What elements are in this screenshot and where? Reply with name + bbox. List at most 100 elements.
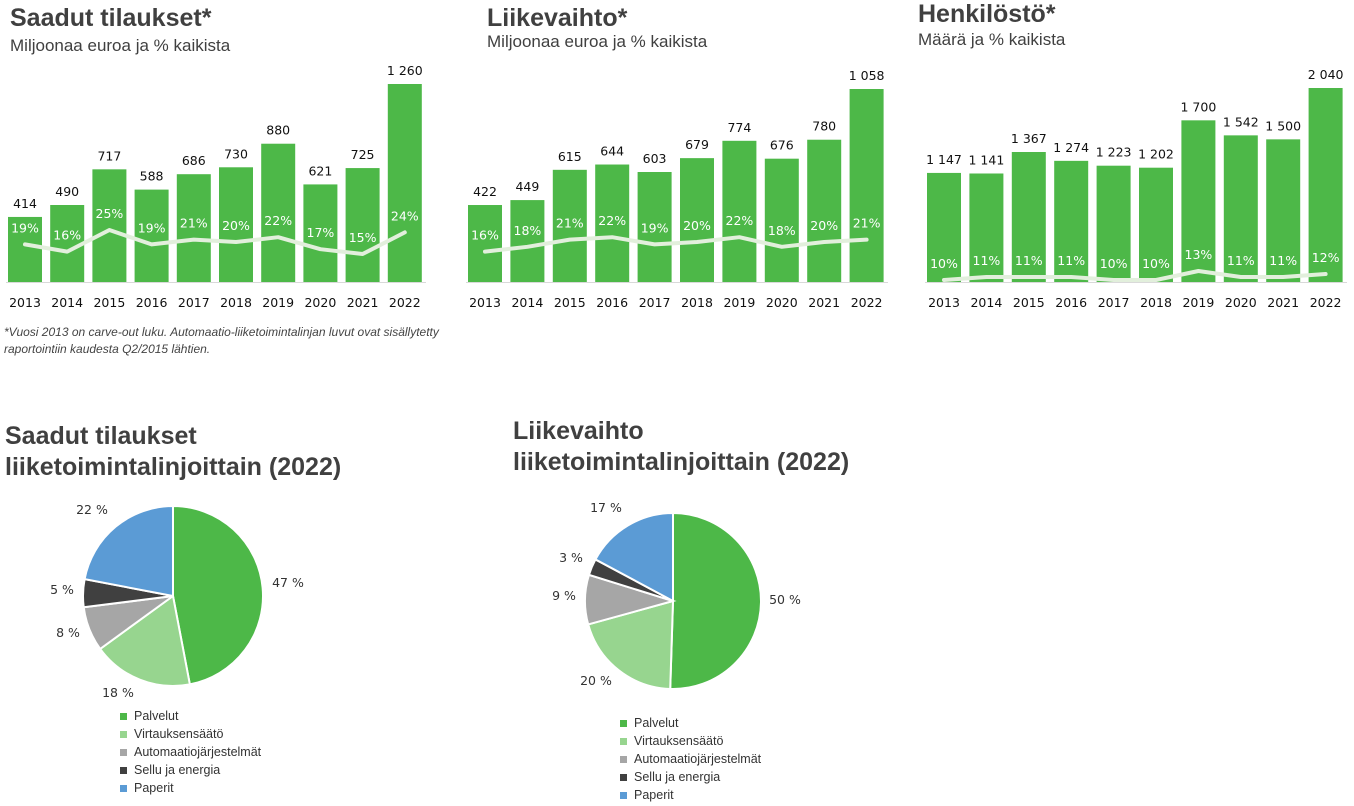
revenue-value-label: 603	[643, 151, 667, 166]
orders-share-label: 15%	[349, 230, 377, 245]
legend-swatch	[620, 737, 627, 745]
legend-label: Automaatiojärjestelmät	[634, 752, 762, 766]
staff-value-label: 1 700	[1181, 99, 1217, 114]
orders-tick-label: 2014	[51, 295, 83, 310]
staff-bar-2022	[1308, 88, 1343, 282]
staff-value-label: 1 223	[1096, 145, 1132, 160]
orders-bar-2019	[261, 143, 296, 282]
orders-pie-value-label: 8 %	[56, 625, 80, 640]
staff-tick-label: 2018	[1140, 295, 1172, 310]
staff-tick-label: 2022	[1310, 295, 1342, 310]
revenue-pie-value-label: 9 %	[552, 588, 576, 603]
legend-swatch	[120, 784, 127, 792]
revenue-share-label: 22%	[598, 213, 626, 228]
revenue-bars: 422 2013 449 2014 615 2015 644 2016 603 2017 679 20…	[466, 68, 888, 310]
legend-label: Virtauksensäätö	[134, 727, 224, 741]
revenue-tick-label: 2022	[851, 295, 883, 310]
orders-share-label: 22%	[264, 213, 292, 228]
revenue-pie-value-label: 3 %	[559, 550, 583, 565]
legend-item: Virtauksensäätö	[120, 725, 261, 743]
revenue-bar-2022	[849, 89, 884, 282]
orders-tick-label: 2022	[389, 295, 421, 310]
staff-tick-label: 2017	[1098, 295, 1130, 310]
orders-bar-2014	[50, 205, 85, 282]
orders-pie-title-line-2: liiketoimintalinjoittain (2022)	[5, 453, 342, 481]
revenue-tick-label: 2020	[766, 295, 798, 310]
legend-label: Palvelut	[134, 709, 179, 723]
revenue-tick-label: 2013	[469, 295, 501, 310]
revenue-bar-2015	[552, 169, 587, 282]
staff-value-label: 1 542	[1223, 114, 1259, 129]
legend-label: Virtauksensäätö	[634, 734, 724, 748]
orders-tick-label: 2016	[136, 295, 168, 310]
orders-footnote: *Vuosi 2013 on carve-out luku. Automaati…	[4, 325, 439, 356]
staff-value-label: 1 367	[1011, 131, 1047, 146]
orders-share-label: 25%	[96, 206, 124, 221]
orders-pie: 47 % 18 % 8 % 5 % 22 %	[50, 502, 304, 700]
staff-share-line	[942, 269, 1328, 282]
orders-tick-label: 2015	[93, 295, 125, 310]
revenue-value-label: 679	[685, 137, 709, 152]
legend-item: Paperit	[120, 779, 261, 797]
revenue-bar-2021	[807, 139, 842, 282]
orders-bar-2020	[303, 184, 338, 282]
legend-item: Virtauksensäätö	[620, 732, 761, 750]
orders-pie-value-label: 5 %	[50, 582, 74, 597]
staff-value-label: 1 202	[1138, 147, 1174, 162]
staff-value-label: 2 040	[1308, 67, 1344, 82]
revenue-share-label: 18%	[514, 223, 542, 238]
staff-tick-label: 2015	[1013, 295, 1045, 310]
legend-swatch	[620, 791, 627, 799]
staff-bar-2017	[1096, 165, 1131, 282]
orders-pie-value-label: 22 %	[76, 502, 108, 517]
orders-tick-label: 2019	[262, 295, 294, 310]
legend-label: Sellu ja energia	[134, 763, 221, 777]
staff-share-label: 11%	[1015, 253, 1043, 268]
staff-share-label: 10%	[1142, 256, 1170, 271]
revenue-share-line	[483, 235, 869, 254]
orders-bar-2021	[345, 168, 380, 282]
staff-tick-label: 2014	[970, 295, 1002, 310]
revenue-bar-2019	[722, 140, 757, 282]
revenue-tick-label: 2018	[681, 295, 713, 310]
staff-tick-label: 2021	[1267, 295, 1299, 310]
orders-share-label: 21%	[180, 216, 208, 231]
orders-pie-slice-1	[98, 594, 192, 687]
staff-bar-2021	[1266, 139, 1301, 282]
legend-swatch	[620, 773, 627, 781]
orders-value-label: 686	[182, 153, 206, 168]
orders-tick-label: 2017	[178, 295, 210, 310]
staff-value-label: 1 500	[1265, 118, 1301, 133]
legend-label: Paperit	[134, 781, 174, 795]
staff-share-label: 10%	[930, 256, 958, 271]
revenue-chart-title: Liikevaihto*	[487, 4, 628, 32]
staff-share-label: 11%	[1057, 253, 1085, 268]
orders-value-label: 717	[97, 148, 121, 163]
orders-pie-slice-4	[83, 504, 174, 598]
revenue-value-label: 676	[770, 138, 794, 153]
revenue-value-label: 615	[558, 149, 582, 164]
staff-bar-2018	[1139, 167, 1173, 282]
orders-share-line	[23, 228, 407, 256]
staff-chart-subtitle: Määrä ja % kaikista	[918, 30, 1066, 49]
orders-tick-label: 2013	[9, 295, 41, 310]
revenue-tick-label: 2021	[808, 295, 840, 310]
revenue-chart-subtitle: Miljoonaa euroa ja % kaikista	[487, 32, 708, 51]
staff-tick-label: 2019	[1182, 295, 1214, 310]
revenue-pie: 50 % 20 % 9 % 3 % 17 %	[552, 500, 801, 690]
orders-tick-label: 2021	[347, 295, 379, 310]
orders-value-label: 725	[351, 147, 375, 162]
orders-bar-2016	[134, 189, 169, 282]
orders-share-label: 19%	[11, 220, 39, 235]
orders-share-label: 19%	[138, 220, 166, 235]
orders-bar-2022	[387, 84, 422, 282]
orders-share-label: 24%	[391, 208, 419, 223]
staff-bar-2016	[1054, 160, 1089, 282]
legend-item: Automaatiojärjestelmät	[620, 750, 761, 768]
revenue-share-label: 18%	[768, 223, 796, 238]
orders-share-label: 20%	[222, 218, 250, 233]
revenue-pie-value-label: 20 %	[580, 673, 612, 688]
revenue-share-label: 20%	[683, 218, 711, 233]
orders-value-label: 414	[13, 196, 37, 211]
